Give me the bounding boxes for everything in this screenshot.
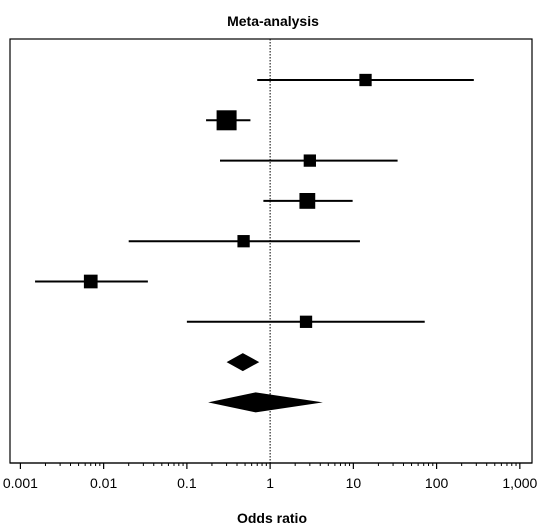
x-axis-label: Odds ratio <box>237 510 307 526</box>
pooled-diamond <box>208 392 323 413</box>
x-tick-label: 10 <box>346 475 362 491</box>
study-point-estimate <box>359 73 372 87</box>
x-tick-label: 100 <box>425 475 449 491</box>
study-point-estimate <box>83 274 98 289</box>
study-point-estimate <box>299 193 316 209</box>
chart-title: Meta-analysis <box>227 13 319 29</box>
x-tick-label: 0.1 <box>177 475 197 491</box>
x-tick-label: 1 <box>266 475 274 491</box>
x-axis-ticks: 0.001 0.01 0.1 1 10 100 1,000 <box>3 463 538 491</box>
pooled-estimates <box>208 353 323 413</box>
study-point-estimate <box>216 110 237 131</box>
study-point-estimate <box>237 235 250 248</box>
x-tick-label: 1,000 <box>502 475 537 491</box>
x-tick-label: 0.01 <box>90 475 117 491</box>
study-markers <box>35 73 474 328</box>
study-point-estimate <box>299 315 313 328</box>
study-point-estimate <box>303 154 316 167</box>
x-tick-label: 0.001 <box>3 475 38 491</box>
pooled-diamond <box>226 353 260 372</box>
